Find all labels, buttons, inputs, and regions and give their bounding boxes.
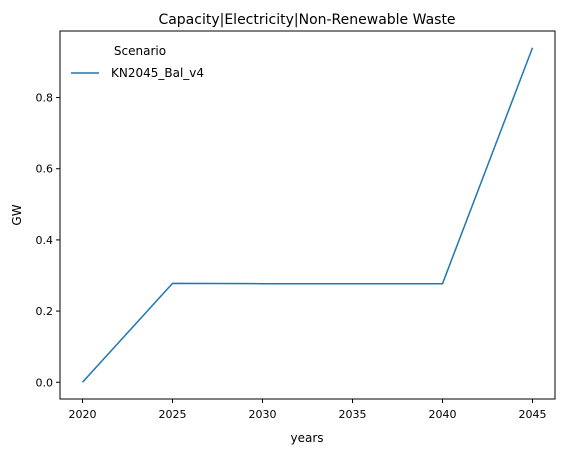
x-tick-label-2025: 2025 bbox=[159, 408, 187, 421]
y-tick-label-0: 0.0 bbox=[36, 376, 54, 389]
x-axis: 2020 2025 2030 2035 2040 2045 bbox=[69, 399, 547, 421]
x-tick-label-2040: 2040 bbox=[429, 408, 457, 421]
x-tick-label-2045: 2045 bbox=[519, 408, 547, 421]
y-tick-label-4: 0.8 bbox=[36, 92, 54, 105]
x-axis-label: years bbox=[290, 431, 323, 445]
chart-title: Capacity|Electricity|Non-Renewable Waste bbox=[158, 12, 455, 28]
series-line-0 bbox=[81, 47, 534, 383]
y-axis: 0.0 0.2 0.4 0.6 0.8 bbox=[36, 92, 60, 389]
x-tick-label-2020: 2020 bbox=[69, 408, 97, 421]
y-tick-label-1: 0.2 bbox=[36, 305, 54, 318]
x-tick-label-2035: 2035 bbox=[339, 408, 367, 421]
legend: Scenario KN2045_Bal_v4 bbox=[71, 44, 204, 80]
legend-label-kn2045-bal-v4: KN2045_Bal_v4 bbox=[111, 66, 204, 80]
y-axis-label: GW bbox=[10, 204, 24, 225]
y-tick-label-2: 0.4 bbox=[36, 234, 54, 247]
y-tick-label-3: 0.6 bbox=[36, 163, 54, 176]
x-tick-label-2030: 2030 bbox=[249, 408, 277, 421]
plot-frame bbox=[59, 30, 556, 400]
legend-title: Scenario bbox=[114, 44, 166, 58]
plot-area bbox=[59, 30, 556, 400]
series-layer bbox=[81, 47, 534, 383]
